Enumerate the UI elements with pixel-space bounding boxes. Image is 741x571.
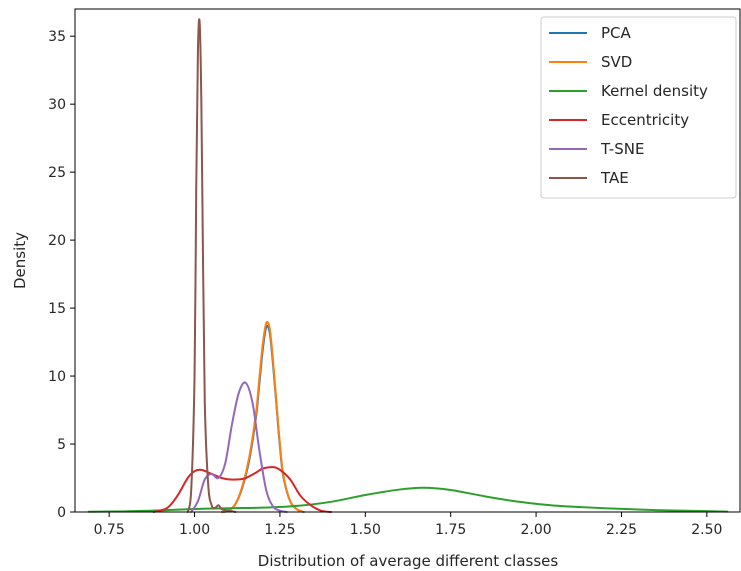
x-axis: 0.75 1.00 1.25 1.50 1.75 2.00 2.25 2.50 bbox=[94, 512, 722, 538]
x-axis-label: Distribution of average different classe… bbox=[258, 552, 559, 570]
y-tick-label: 10 bbox=[48, 369, 66, 385]
x-tick-label: 2.00 bbox=[520, 522, 551, 538]
legend-label-tae: TAE bbox=[600, 169, 629, 187]
x-tick-label: 0.75 bbox=[94, 522, 125, 538]
legend-label-kernel-density: Kernel density bbox=[601, 82, 708, 100]
plot-lines bbox=[87, 18, 729, 513]
legend-label-pca: PCA bbox=[601, 24, 632, 42]
x-tick-label: 1.75 bbox=[435, 522, 466, 538]
x-tick-label: 1.50 bbox=[350, 522, 381, 538]
x-tick-label: 2.50 bbox=[691, 522, 722, 538]
series-line-pca bbox=[220, 324, 305, 513]
series-line-tae bbox=[186, 18, 237, 513]
y-tick-label: 20 bbox=[48, 233, 66, 249]
y-axis-label: Density bbox=[11, 232, 29, 289]
series-line-kernel-density bbox=[87, 486, 729, 513]
y-tick-label: 0 bbox=[57, 505, 66, 521]
legend-label-eccentricity: Eccentricity bbox=[601, 111, 689, 129]
series-line-eccentricity bbox=[152, 466, 333, 513]
legend-label-t-sne: T-SNE bbox=[600, 140, 644, 158]
plot-frame bbox=[74, 8, 741, 513]
legend: PCA SVD Kernel density Eccentricity T-SNE TAE bbox=[540, 16, 737, 199]
series-line-svd bbox=[220, 320, 305, 513]
y-tick-label: 35 bbox=[48, 29, 66, 45]
x-tick-label: 1.25 bbox=[264, 522, 295, 538]
y-tick-label: 5 bbox=[57, 437, 66, 453]
x-tick-label: 2.25 bbox=[606, 522, 637, 538]
legend-box bbox=[540, 16, 737, 199]
y-tick-label: 15 bbox=[48, 301, 66, 317]
y-tick-label: 25 bbox=[48, 165, 66, 181]
y-tick-label: 30 bbox=[48, 97, 66, 113]
x-tick-label: 1.00 bbox=[179, 522, 210, 538]
y-axis: 0 5 10 15 20 25 30 35 bbox=[48, 29, 75, 521]
legend-label-svd: SVD bbox=[601, 53, 632, 71]
